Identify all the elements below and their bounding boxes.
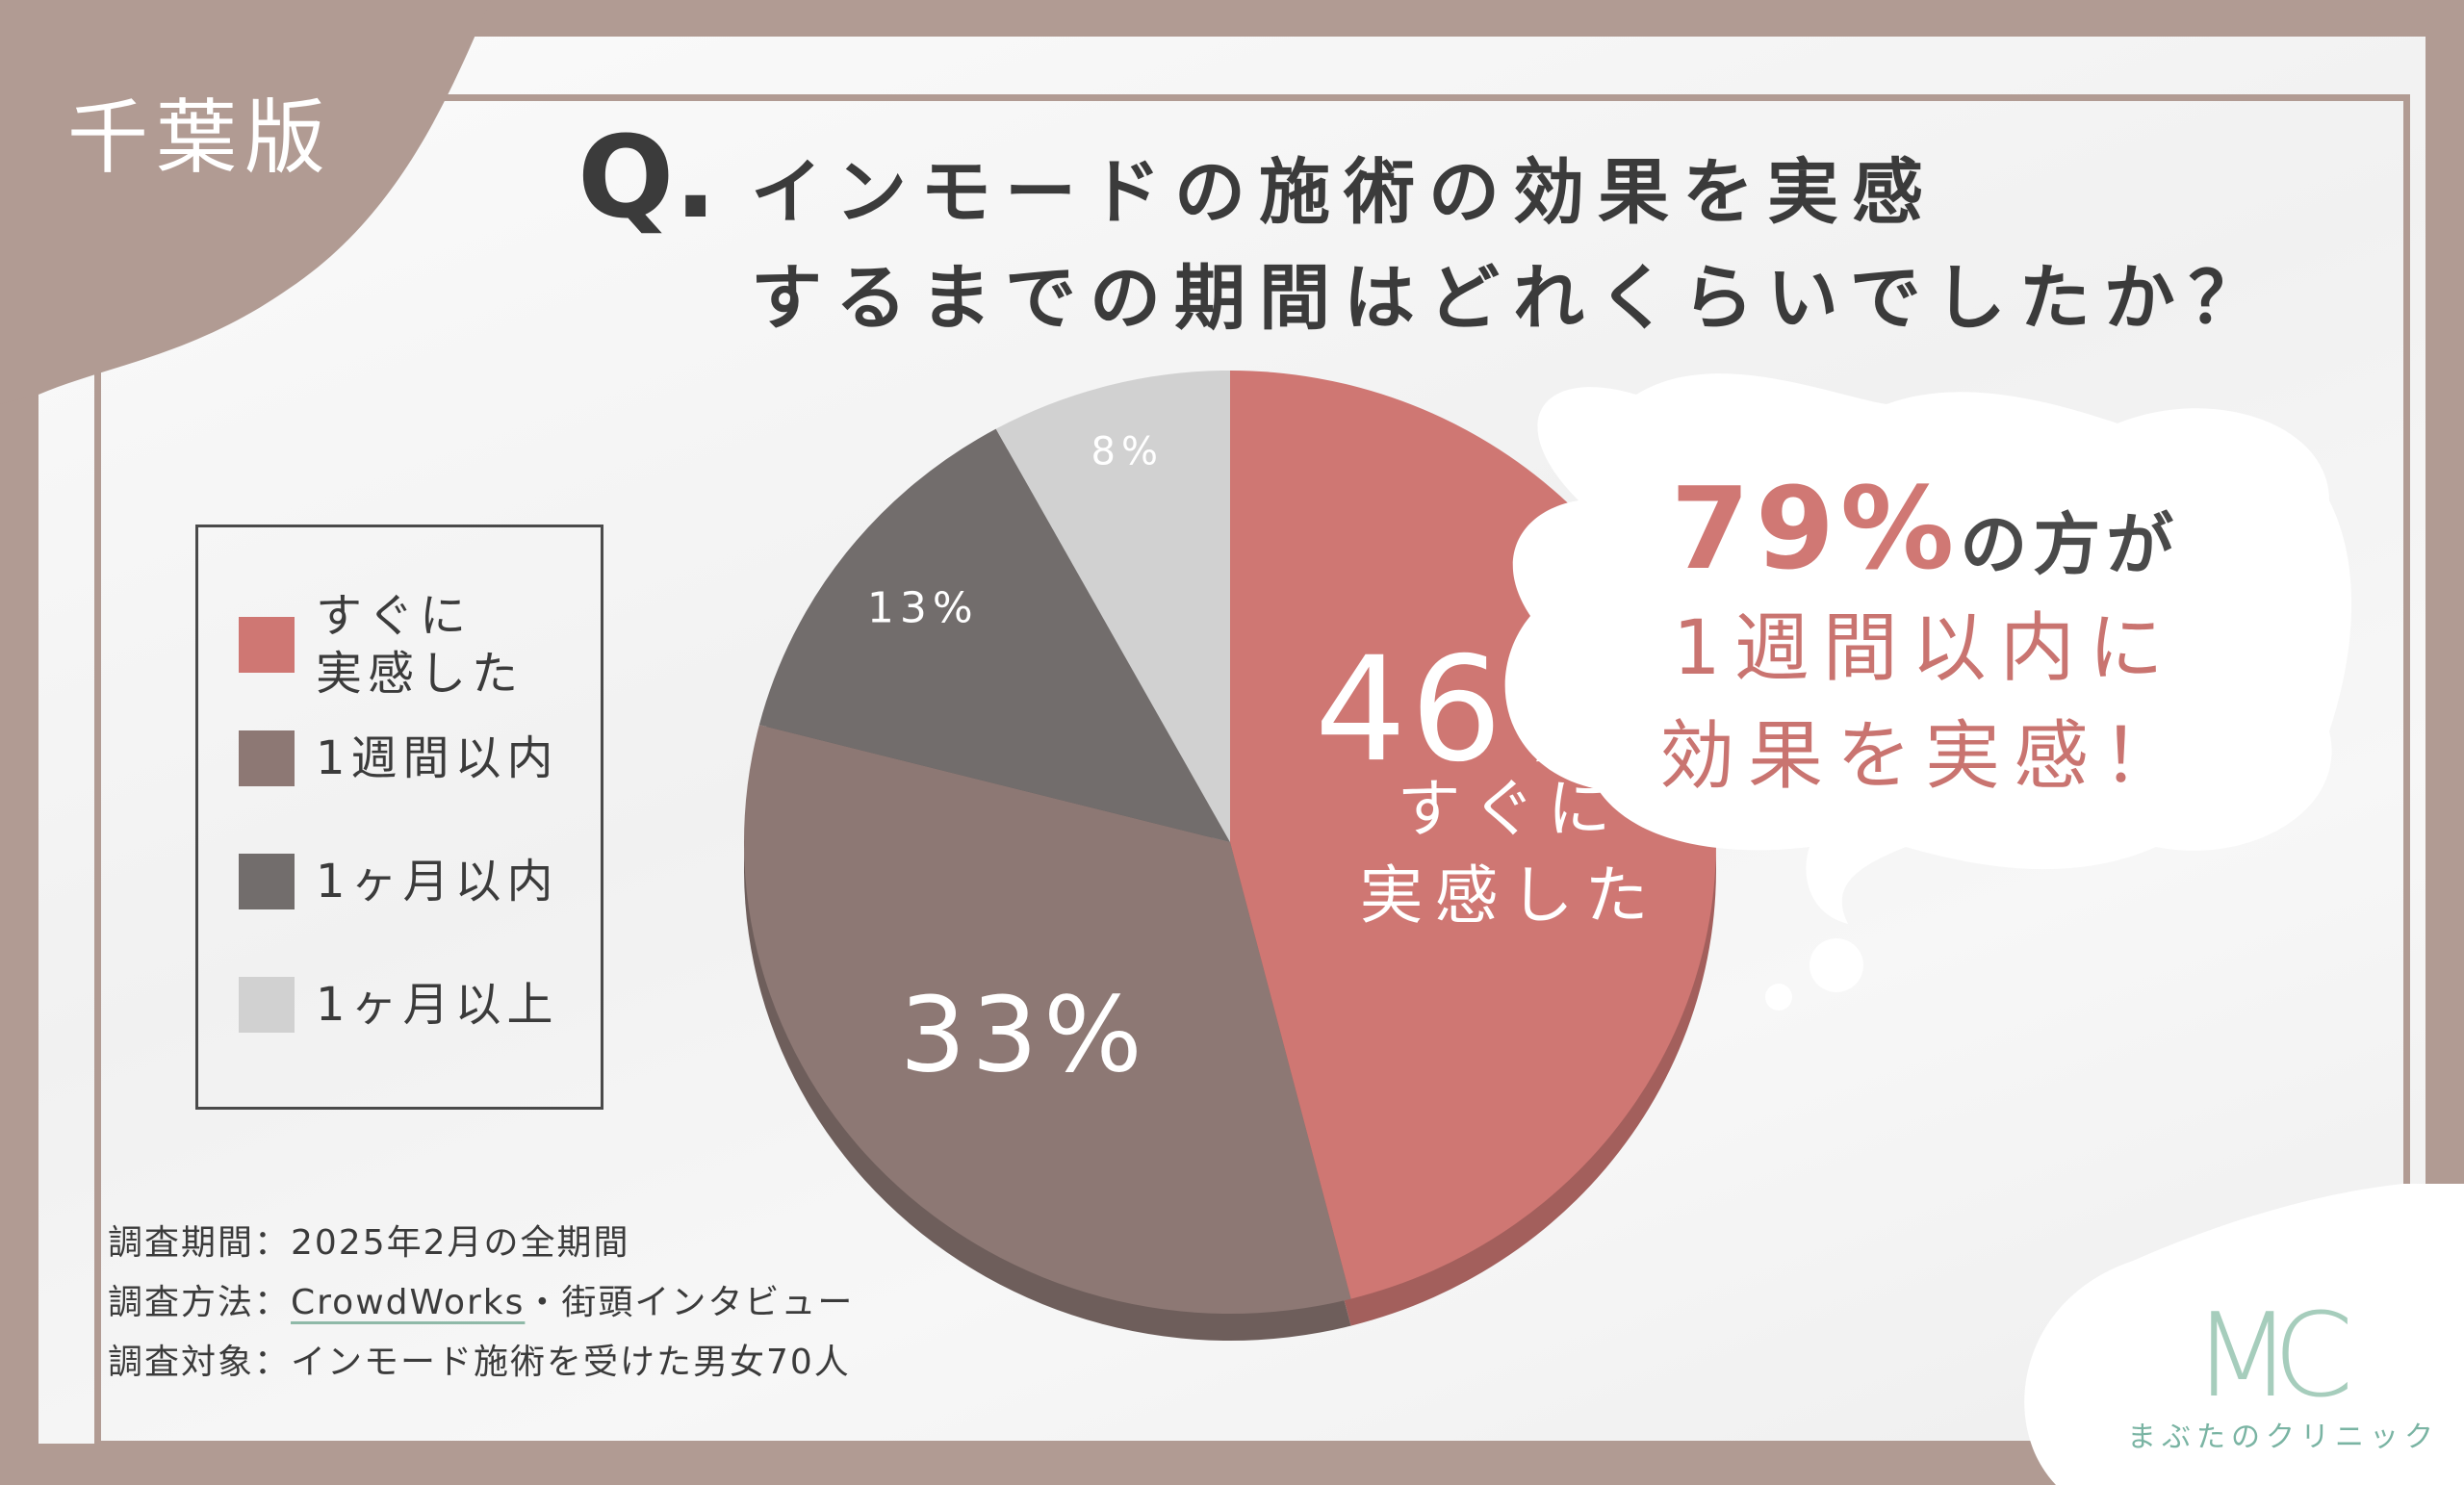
legend-swatch [239, 730, 295, 786]
pie-slice-1 [744, 725, 1351, 1314]
callout-percent: 79% [1670, 462, 1961, 595]
legend-swatch [239, 617, 295, 673]
pie-value-label-2: 13% [867, 584, 979, 633]
brand-logo: MC [2193, 1290, 2353, 1423]
footnote-method: 調査方法：CrowdWorks・街頭インタビュー [108, 1274, 854, 1324]
legend-label: すぐに 実感した [316, 589, 525, 701]
pie-value-label-3: 8% [1091, 430, 1164, 474]
inner-frame [94, 94, 2410, 1447]
callout-line-2: 1週間以内に [1673, 605, 2177, 692]
pie-sublabel: 実感した [1360, 858, 1660, 933]
question-line-2: するまでの期間はどれくらいでしたか？ [751, 257, 2273, 340]
brand-name: まぶたのクリニック [2127, 1421, 2439, 1454]
legend-label: 1週間以内 [316, 731, 559, 785]
legend-item-over-month: 1ヶ月以上 [239, 976, 559, 1034]
region-tag-shape [0, 0, 491, 404]
callout-text: 79%の方が 1週間以内に 効果を実感！ [1578, 462, 2272, 810]
legend-label: 1ヶ月以上 [316, 978, 559, 1032]
legend-item-immediate: すぐに 実感した [239, 587, 524, 703]
callout-line-3: 効果を実感！ [1658, 713, 2191, 800]
legend-swatch [239, 854, 295, 909]
callout-line-1-rest: の方が [1960, 505, 2180, 584]
footnote-target: 調査対象：インモード施術を受けた男女70人 [108, 1343, 851, 1382]
legend-swatch [239, 977, 295, 1033]
footnote-method-prefix: 調査方法： [108, 1283, 292, 1322]
region-label: 千葉版 [67, 90, 334, 185]
legend: すぐに 実感した 1週間以内 1ヶ月以内 1ヶ月以上 [195, 525, 603, 1110]
pie-value-label-1: 33% [900, 976, 1148, 1096]
footnote-method-link: CrowdWorks [291, 1283, 526, 1322]
pie-slice-2 [758, 428, 1230, 842]
legend-label: 1ヶ月以内 [316, 855, 559, 909]
pie-sublabel: すぐに [1398, 772, 1623, 846]
brand-badge-shape [2024, 1184, 2464, 1485]
legend-item-within-week: 1週間以内 [239, 730, 559, 787]
question-line-1: インモードの施術の効果を実感 [751, 151, 1937, 234]
pie-slice-3 [995, 371, 1230, 842]
legend-item-within-month: 1ヶ月以内 [239, 853, 559, 910]
footnote-period: 調査期間：2025年2月の全期間 [108, 1223, 630, 1263]
question-mark-label: Q. [578, 111, 718, 243]
footnote-method-suffix: ・街頭インタビュー [525, 1283, 855, 1322]
callout-line-1: 79%の方が [1578, 462, 2272, 595]
